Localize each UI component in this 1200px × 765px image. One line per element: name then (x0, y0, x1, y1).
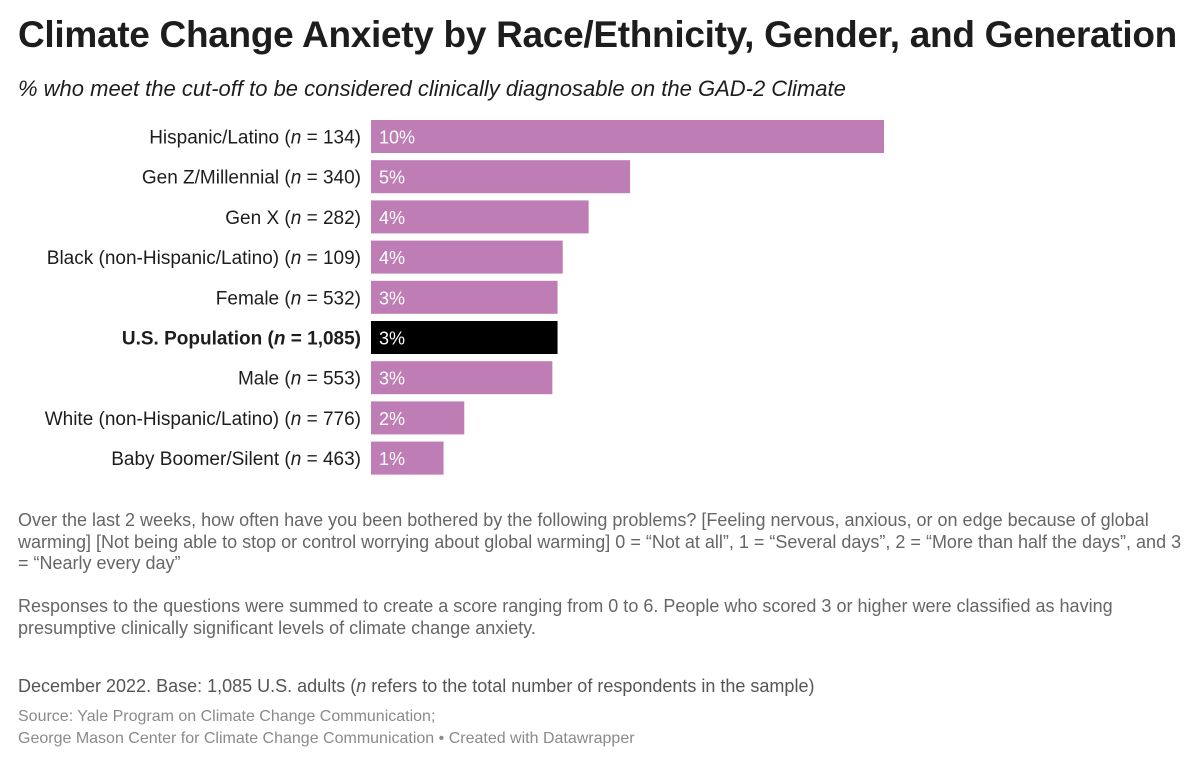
category-label: Male (n = 553) (238, 369, 361, 390)
bar (371, 120, 884, 153)
source-line-1: Source: Yale Program on Climate Change C… (18, 708, 436, 725)
bar (371, 280, 558, 314)
category-label: Baby Boomer/Silent (n = 463) (111, 449, 361, 470)
value-label: 3% (379, 369, 405, 389)
category-label: White (non-Hispanic/Latino) (n = 776) (45, 409, 361, 430)
value-label: 10% (379, 128, 415, 148)
value-label: 4% (379, 248, 405, 268)
value-label: 5% (379, 168, 405, 188)
base-note: December 2022. Base: 1,085 U.S. adults (… (18, 676, 815, 696)
category-label: Gen Z/Millennial (n = 340) (142, 168, 361, 189)
value-label: 2% (379, 409, 405, 429)
category-label: Hispanic/Latino (n = 134) (149, 128, 361, 149)
category-label: Black (non-Hispanic/Latino) (n = 109) (47, 248, 361, 269)
category-label: Female (n = 532) (216, 288, 361, 309)
category-label: Gen X (n = 282) (225, 208, 361, 229)
bar (371, 361, 553, 395)
value-label: 3% (379, 288, 405, 308)
value-label: 3% (379, 329, 405, 349)
bar (371, 160, 631, 194)
bar (371, 200, 589, 234)
chart-notes: Over the last 2 weeks, how often have yo… (18, 510, 1188, 661)
value-label: 1% (379, 449, 405, 469)
bar (371, 441, 444, 475)
bar (371, 321, 558, 354)
source-line-2: George Mason Center for Climate Change C… (18, 730, 635, 747)
bar (371, 240, 563, 274)
chart-subtitle: % who meet the cut-off to be considered … (18, 76, 846, 101)
chart-title: Climate Change Anxiety by Race/Ethnicity… (18, 14, 1177, 55)
bar-chart: Hispanic/Latino (n = 134) 10% Gen Z/Millen… (45, 120, 884, 475)
question-note: Over the last 2 weeks, how often have yo… (18, 510, 1182, 573)
method-note: Responses to the questions were summed t… (18, 596, 1113, 638)
value-label: 4% (379, 208, 405, 228)
category-label: U.S. Population (n = 1,085) (122, 329, 361, 350)
source-note: Source: Yale Program on Climate Change C… (18, 706, 635, 750)
bar (371, 401, 465, 435)
